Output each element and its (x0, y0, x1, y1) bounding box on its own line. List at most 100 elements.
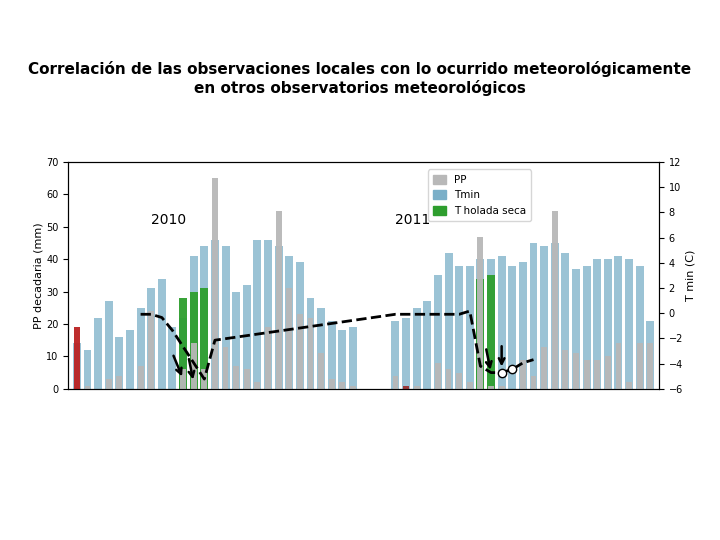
Bar (488, 386, 494, 389)
Bar (562, 350, 568, 389)
Bar (285, 256, 293, 389)
Bar (529, 243, 538, 389)
Bar (540, 246, 548, 389)
Bar (244, 369, 250, 389)
Bar (264, 240, 272, 389)
Bar (222, 246, 230, 389)
Bar (117, 376, 122, 389)
Bar (232, 292, 240, 389)
Bar (84, 386, 91, 389)
Bar (158, 279, 166, 389)
Bar (233, 366, 239, 389)
Bar (614, 256, 622, 389)
Bar (552, 211, 558, 389)
Bar (329, 379, 335, 389)
Bar (402, 318, 410, 389)
Bar (212, 178, 218, 389)
Bar (498, 256, 505, 389)
Bar (180, 369, 186, 389)
Bar (573, 353, 579, 389)
Legend: PP, Tmin, T holada seca: PP, Tmin, T holada seca (428, 170, 531, 221)
Bar (202, 369, 207, 389)
Bar (349, 327, 357, 389)
Bar (106, 379, 112, 389)
Bar (350, 386, 356, 389)
Bar (487, 259, 495, 389)
Bar (551, 243, 559, 389)
Bar (519, 262, 527, 389)
Bar (604, 259, 612, 389)
Bar (105, 301, 113, 389)
Bar (647, 321, 654, 389)
Bar (446, 369, 451, 389)
Bar (636, 266, 644, 389)
Bar (339, 382, 346, 389)
Bar (243, 285, 251, 389)
Bar (253, 240, 261, 389)
Bar (94, 318, 102, 389)
Bar (455, 266, 463, 389)
Bar (211, 240, 219, 389)
Bar (434, 275, 442, 389)
Bar (508, 266, 516, 389)
Bar (520, 360, 526, 389)
Bar (297, 314, 303, 389)
Bar (392, 376, 398, 389)
Bar (593, 259, 601, 389)
Bar (137, 308, 145, 389)
Bar (605, 356, 611, 389)
Bar (392, 321, 400, 389)
Bar (647, 343, 653, 389)
Bar (487, 275, 495, 389)
Text: 2011: 2011 (395, 213, 431, 227)
Bar (191, 343, 197, 389)
Bar (74, 327, 80, 389)
Bar (499, 386, 505, 389)
Bar (531, 376, 536, 389)
Bar (73, 343, 81, 389)
Bar (435, 363, 441, 389)
Bar (626, 382, 632, 389)
Bar (477, 237, 483, 389)
Text: Correlación de las observaciones locales con lo ocurrido meteorológicamente
en o: Correlación de las observaciones locales… (28, 61, 692, 96)
Bar (189, 256, 198, 389)
Bar (414, 386, 420, 389)
Bar (403, 386, 409, 389)
Bar (179, 318, 187, 389)
Bar (584, 360, 590, 389)
Bar (179, 298, 187, 389)
Y-axis label: PP decadaria (mm): PP decadaria (mm) (34, 222, 43, 329)
Bar (189, 292, 198, 389)
Bar (138, 366, 143, 389)
Bar (328, 321, 336, 389)
Bar (148, 288, 156, 389)
Y-axis label: T min (C): T min (C) (685, 249, 696, 301)
Bar (265, 327, 271, 389)
Bar (477, 279, 485, 389)
Bar (274, 246, 283, 389)
Text: 2010: 2010 (151, 213, 186, 227)
Bar (477, 259, 485, 389)
Bar (616, 343, 621, 389)
Bar (338, 330, 346, 389)
Bar (423, 301, 431, 389)
Bar (126, 330, 134, 389)
Bar (296, 262, 304, 389)
Bar (467, 382, 473, 389)
Bar (254, 382, 261, 389)
Bar (168, 327, 176, 389)
Bar (148, 311, 154, 389)
Bar (636, 343, 643, 389)
Bar (456, 373, 462, 389)
Bar (594, 360, 600, 389)
Bar (287, 288, 292, 389)
Bar (625, 259, 633, 389)
Bar (572, 269, 580, 389)
Bar (84, 350, 91, 389)
Bar (541, 347, 547, 389)
Bar (582, 266, 590, 389)
Bar (413, 308, 420, 389)
Bar (222, 347, 228, 389)
Bar (276, 211, 282, 389)
Bar (307, 318, 313, 389)
